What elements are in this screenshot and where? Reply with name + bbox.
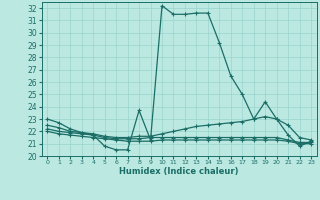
X-axis label: Humidex (Indice chaleur): Humidex (Indice chaleur)	[119, 167, 239, 176]
